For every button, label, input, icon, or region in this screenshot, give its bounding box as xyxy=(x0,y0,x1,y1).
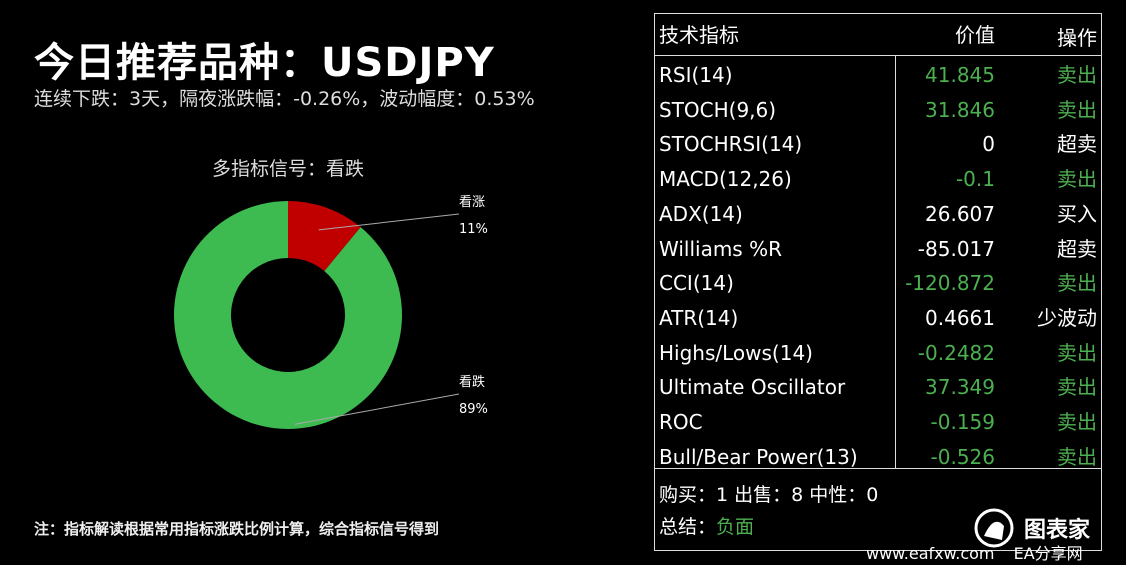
column-divider xyxy=(895,56,896,468)
indicator-name: RSI(14) xyxy=(659,63,733,87)
header-indicator: 技术指标 xyxy=(659,23,739,47)
watermark-url-text: www.eafxw.com xyxy=(866,544,995,563)
indicator-action: 超卖 xyxy=(1057,132,1097,157)
table-row: MACD(12,26) -0.1 卖出 xyxy=(655,162,1101,196)
chart-title: 多指标信号：看跌 xyxy=(211,158,364,180)
indicator-action: 少波动 xyxy=(1037,305,1097,330)
table-row: RSI(14) 41.845 卖出 xyxy=(655,58,1101,92)
indicator-value: 0.4661 xyxy=(925,305,995,330)
donut-slice-bullish xyxy=(288,201,361,272)
indicator-name: ATR(14) xyxy=(659,305,739,330)
indicator-value: -0.159 xyxy=(930,410,995,434)
indicator-action: 卖出 xyxy=(1057,97,1097,122)
indicator-action: 卖出 xyxy=(1057,410,1097,434)
conclusion-label: 总结： xyxy=(659,516,717,538)
watermark-site: EA分享网 xyxy=(1013,544,1083,563)
indicator-name: Highs/Lows(14) xyxy=(659,340,813,365)
table-row: ROC -0.159 卖出 xyxy=(655,405,1101,439)
indicator-action: 卖出 xyxy=(1057,375,1097,400)
table-row: Bull/Bear Power(13) -0.526 卖出 xyxy=(655,440,1101,474)
table-row: STOCH(9,6) 31.846 卖出 xyxy=(655,93,1101,127)
slice-percent: 89% xyxy=(459,402,488,417)
header-value: 价值 xyxy=(955,23,995,47)
summary-divider xyxy=(655,468,1101,469)
page-title: 今日推荐品种：USDJPY xyxy=(34,40,495,86)
indicator-name: Bull/Bear Power(13) xyxy=(659,444,858,469)
indicator-action: 卖出 xyxy=(1057,271,1097,296)
page-subtitle: 连续下跌：3天，隔夜涨跌幅：-0.26%，波动幅度：0.53% xyxy=(34,88,535,110)
table-row: Ultimate Oscillator 37.349 卖出 xyxy=(655,370,1101,404)
indicator-action: 买入 xyxy=(1057,201,1097,226)
slice-label: 看涨 xyxy=(459,194,485,210)
indicator-name: CCI(14) xyxy=(659,271,734,296)
indicator-value: -0.1 xyxy=(955,167,995,192)
header-action: 操作 xyxy=(1057,26,1097,50)
table-row: ADX(14) 26.607 买入 xyxy=(655,197,1101,231)
indicator-name: Ultimate Oscillator xyxy=(659,375,846,400)
watermark-logo: 图表家 xyxy=(1024,518,1091,543)
slice-label: 看跌 xyxy=(459,374,485,390)
indicator-action: 超卖 xyxy=(1057,236,1097,261)
table-row: CCI(14) -120.872 卖出 xyxy=(655,266,1101,300)
indicator-value: 31.846 xyxy=(925,97,995,122)
indicator-name: Williams %R xyxy=(659,236,782,261)
indicator-action: 卖出 xyxy=(1057,63,1097,87)
indicator-value: 0 xyxy=(982,132,995,157)
indicator-name: ROC xyxy=(659,410,703,434)
brand-head-icon xyxy=(974,508,1014,548)
leader-line xyxy=(294,393,460,425)
table-row: Williams %R -85.017 超卖 xyxy=(655,232,1101,266)
watermark-url: www.eafxw.com EA分享网 xyxy=(866,540,1083,564)
donut-chart: 看涨 11% 看跌 89% xyxy=(173,194,488,429)
table-row: Highs/Lows(14) -0.2482 卖出 xyxy=(655,336,1101,370)
indicator-value: -120.872 xyxy=(905,271,995,296)
conclusion-value: 负面 xyxy=(716,516,755,538)
footnote: 注：指标解读根据常用指标涨跌比例计算，综合指标信号得到 xyxy=(34,520,440,538)
indicator-value: -0.2482 xyxy=(917,340,995,365)
slice-percent: 11% xyxy=(459,222,488,237)
indicator-name: MACD(12,26) xyxy=(659,167,792,192)
indicator-action: 卖出 xyxy=(1057,444,1097,469)
indicator-action: 卖出 xyxy=(1057,340,1097,365)
donut-slice-bearish xyxy=(173,201,402,429)
table-row: STOCHRSI(14) 0 超卖 xyxy=(655,127,1101,161)
table-row: ATR(14) 0.4661 少波动 xyxy=(655,301,1101,335)
summary-conclusion: 总结：负面 xyxy=(659,512,754,539)
indicator-value: 37.349 xyxy=(925,375,995,400)
indicator-value: 41.845 xyxy=(925,63,995,87)
indicator-value: -0.526 xyxy=(930,444,995,469)
indicator-name: ADX(14) xyxy=(659,201,743,226)
leader-line xyxy=(318,213,460,231)
indicator-name: STOCH(9,6) xyxy=(659,97,777,122)
indicator-name: STOCHRSI(14) xyxy=(659,132,803,157)
indicator-table: 技术指标 价值 操作 RSI(14) 41.845 卖出 STOCH(9,6) 31.8… xyxy=(654,13,1102,551)
indicator-value: 26.607 xyxy=(925,201,995,226)
indicator-action: 卖出 xyxy=(1057,167,1097,192)
signal-counts: 购买：1 出售：8 中性：0 xyxy=(659,484,879,506)
indicator-value: -85.017 xyxy=(917,236,995,261)
table-header: 技术指标 价值 操作 xyxy=(655,18,1101,56)
